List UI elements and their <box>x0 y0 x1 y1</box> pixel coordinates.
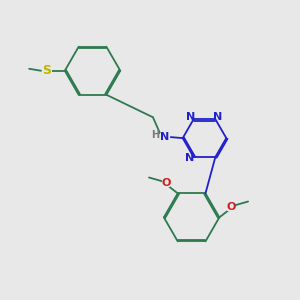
Bar <box>162 179 170 188</box>
Text: O: O <box>161 178 170 188</box>
Text: N: N <box>160 132 170 142</box>
Bar <box>160 133 170 142</box>
Text: N: N <box>187 112 196 122</box>
Bar <box>42 66 52 75</box>
Text: H: H <box>151 130 159 140</box>
Text: N: N <box>185 153 195 163</box>
Text: S: S <box>43 64 52 77</box>
Text: N: N <box>213 112 223 122</box>
Bar <box>227 203 235 211</box>
Text: O: O <box>226 202 236 212</box>
